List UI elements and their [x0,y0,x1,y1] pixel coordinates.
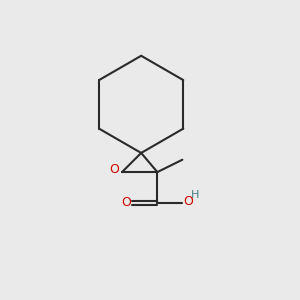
Text: H: H [190,190,199,200]
Text: O: O [121,196,131,208]
Text: O: O [183,195,193,208]
Text: O: O [109,163,119,176]
